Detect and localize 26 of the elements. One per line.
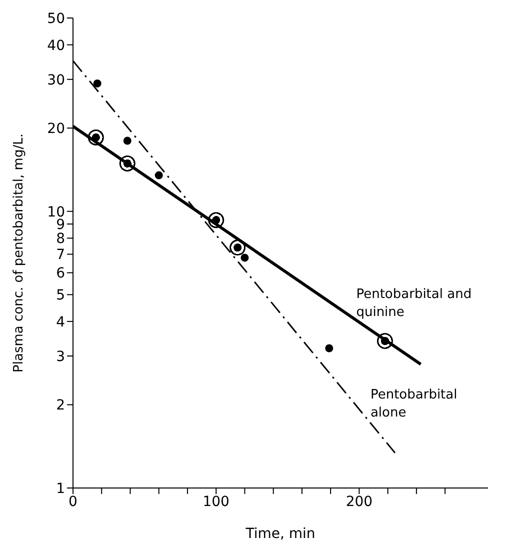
x-axis-title: Time, min [244, 526, 316, 542]
y-tick-label: 7 [56, 247, 65, 264]
y-tick-label: 9 [56, 216, 65, 233]
point [240, 254, 249, 262]
y-tick-label: 3 [56, 348, 65, 365]
point [154, 171, 163, 180]
y-tick-label: 5 [56, 288, 65, 304]
x-tick-label: 0 [68, 494, 78, 510]
point [123, 136, 132, 145]
y-tick-label: 50 [47, 10, 65, 27]
y-tick-label: 4 [56, 314, 66, 330]
y-tick-label: 8 [56, 231, 65, 248]
point [230, 240, 246, 256]
point [325, 344, 334, 352]
series-label: Pentobarbital alone [370, 387, 458, 420]
y-tick-label: 20 [47, 121, 65, 138]
y-tick-label: 1 [56, 480, 65, 497]
y-tick-label: 30 [47, 72, 65, 88]
y-tick-label: 40 [47, 38, 65, 54]
point [93, 79, 102, 88]
y-axis-title: Plasma conc. of pentobarbital, mg/L. [12, 134, 27, 372]
x-tick-label: 100 [202, 494, 230, 510]
y-tick-label: 2 [56, 398, 65, 414]
x-tick-label: 200 [346, 494, 373, 510]
y-tick-label: 6 [56, 266, 66, 282]
series-label: Pentobarbital and quinine [356, 286, 472, 320]
